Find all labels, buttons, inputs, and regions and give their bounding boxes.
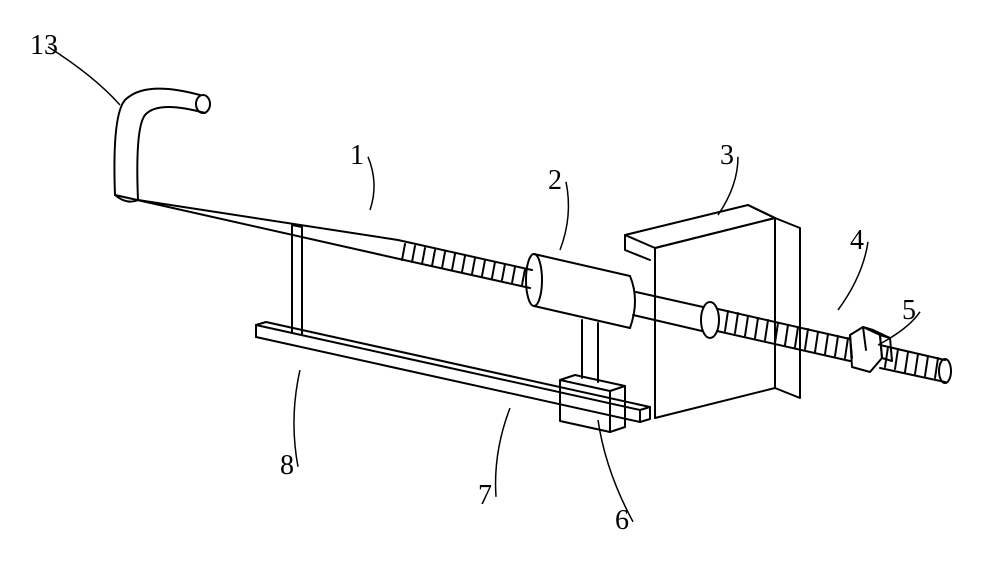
label-8: 8	[280, 450, 294, 482]
label-13: 13	[30, 30, 58, 62]
thread-section-left	[395, 240, 532, 288]
technical-diagram	[0, 0, 1000, 583]
leader-line-1	[368, 157, 374, 210]
leader-line-8	[294, 370, 300, 467]
leader-line-7	[496, 408, 510, 497]
part-3-bracket	[625, 205, 800, 418]
label-3: 3	[720, 140, 734, 172]
leader-line-13	[48, 47, 120, 105]
label-1: 1	[350, 140, 364, 172]
part-7-guide-bar	[256, 322, 650, 422]
label-4: 4	[850, 225, 864, 257]
label-2: 2	[548, 165, 562, 197]
label-7: 7	[478, 480, 492, 512]
part-2-sleeve	[526, 254, 635, 328]
part-1-main-rod	[115, 195, 398, 258]
part-8-pin	[292, 225, 302, 335]
label-6: 6	[615, 505, 629, 537]
part-6-slider-block	[560, 320, 625, 432]
part-13-handle	[114, 89, 210, 202]
label-5: 5	[902, 295, 916, 327]
